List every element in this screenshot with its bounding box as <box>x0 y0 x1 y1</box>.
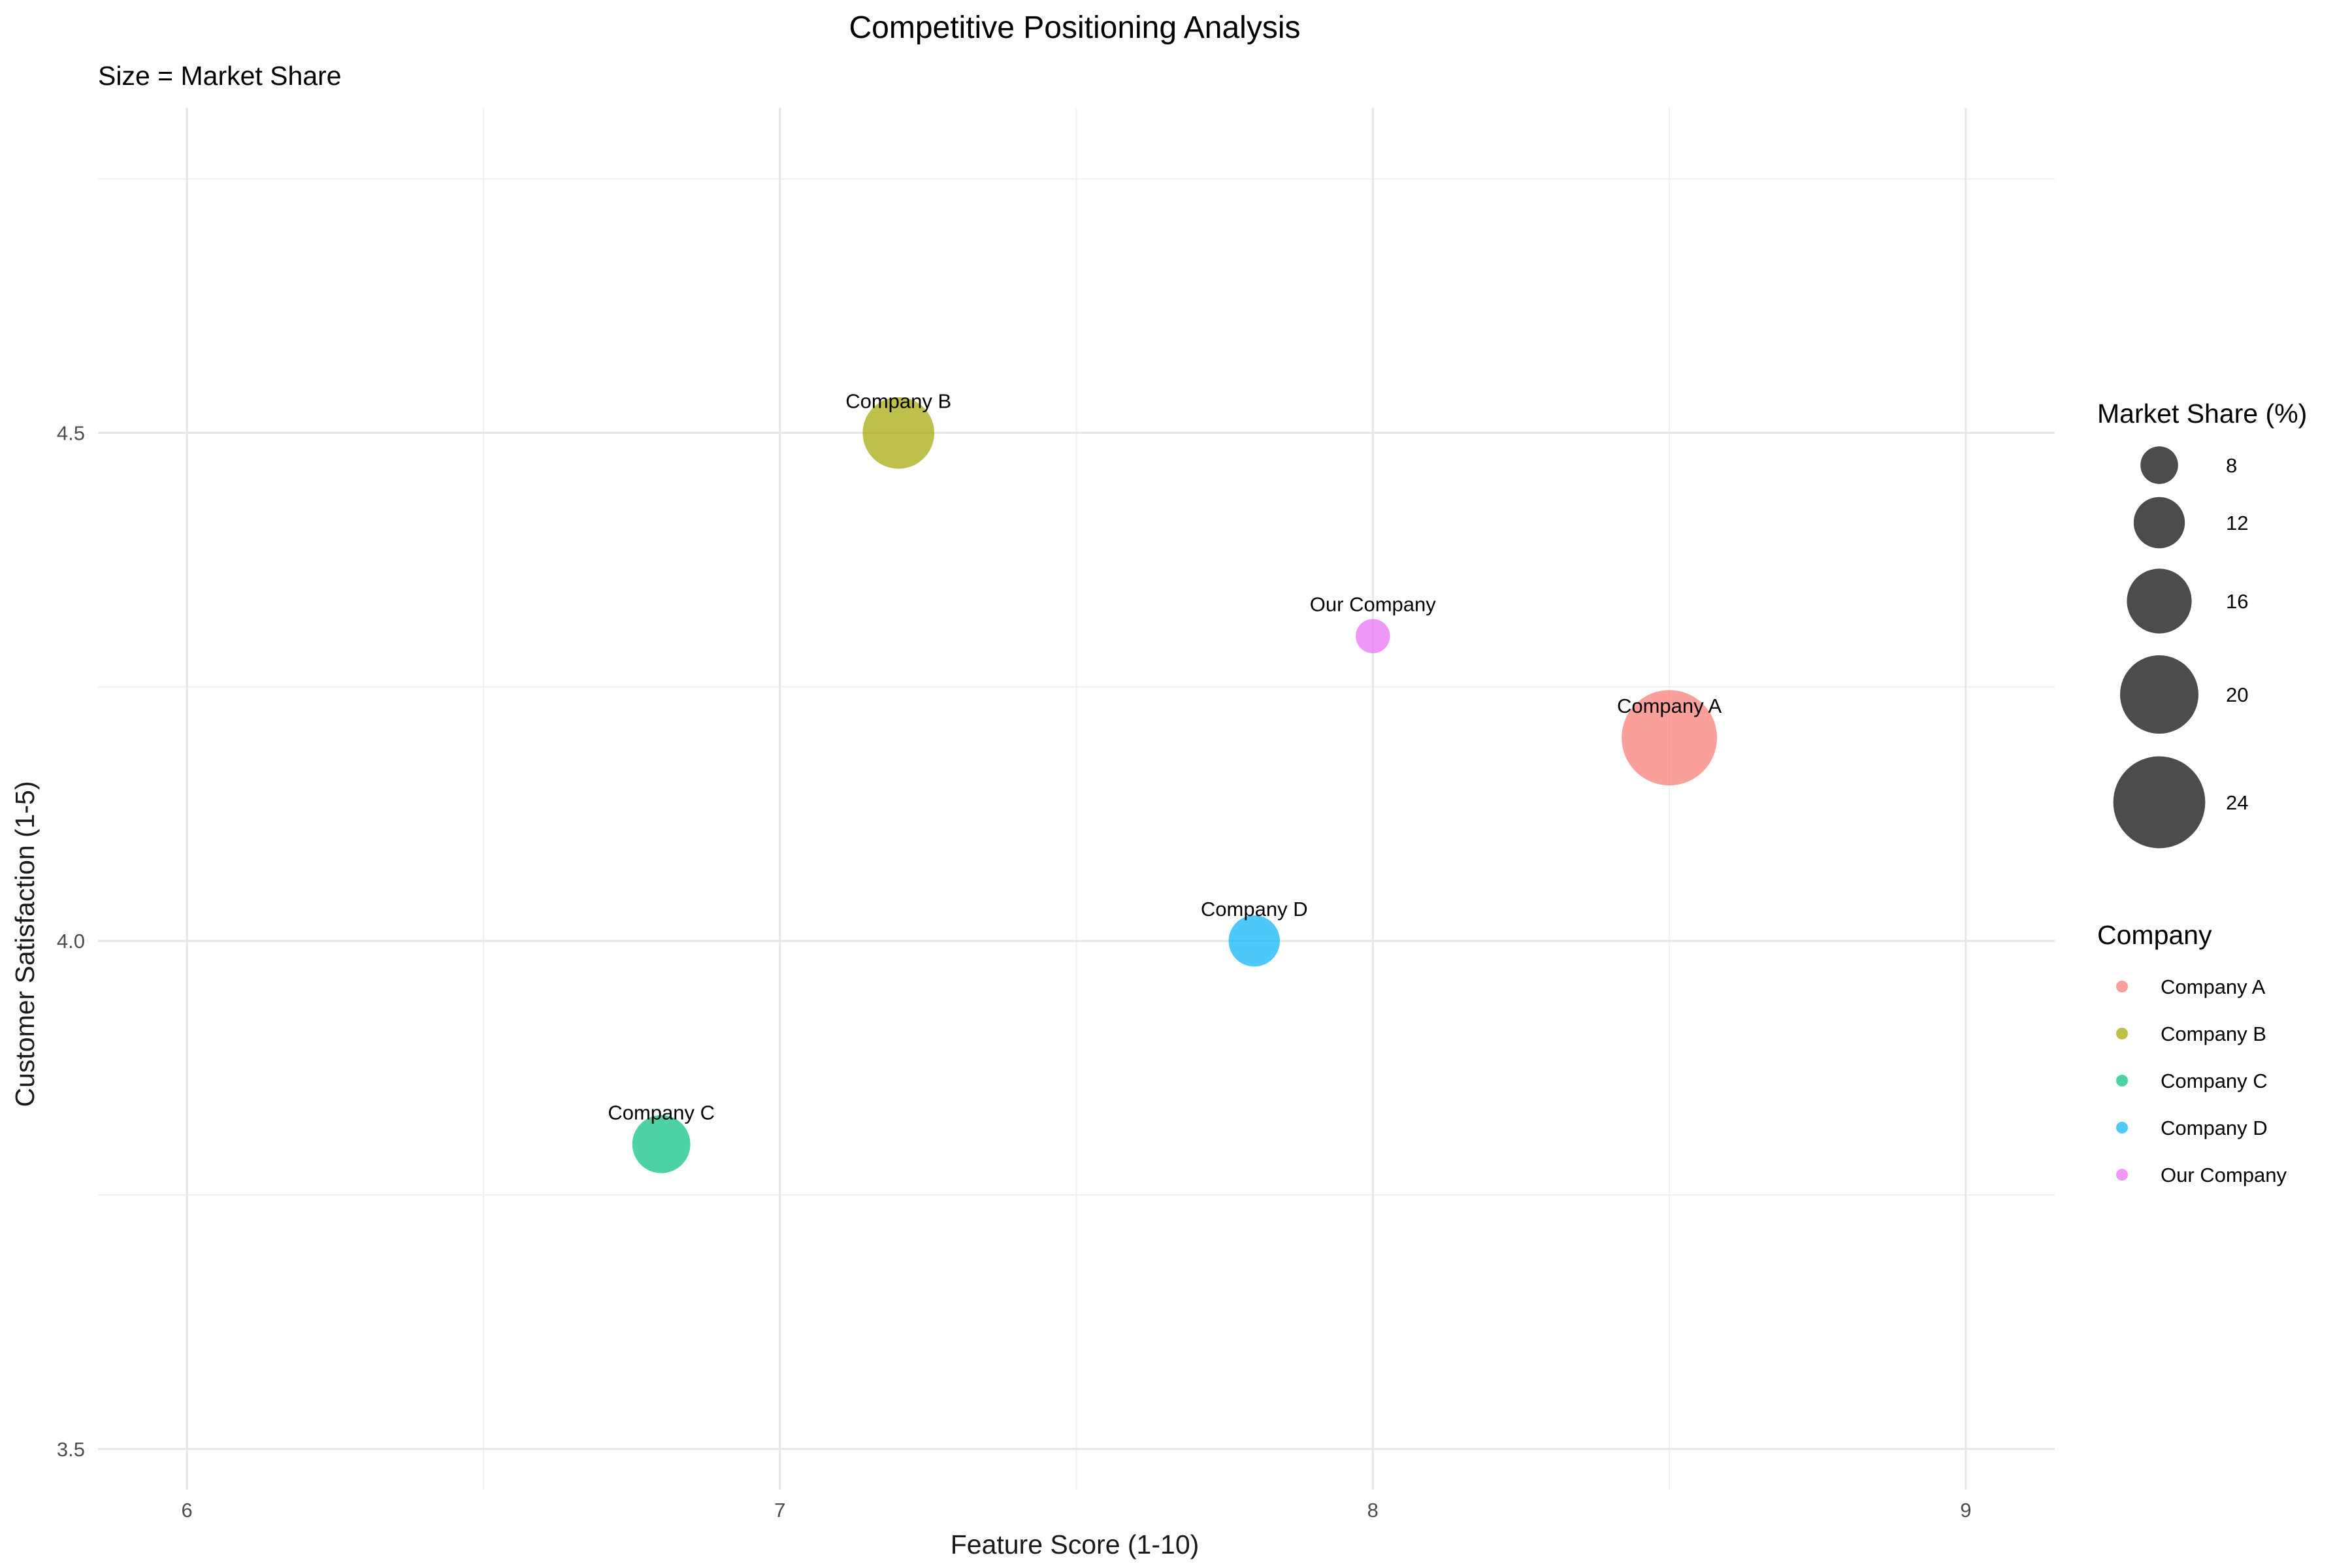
size-legend-label: 12 <box>2226 512 2248 534</box>
size-legend-key <box>2113 756 2206 849</box>
x-tick-label: 6 <box>182 1499 193 1522</box>
size-legend-title: Market Share (%) <box>2097 399 2307 429</box>
bubble <box>1356 619 1390 653</box>
color-legend-key <box>2116 1169 2128 1181</box>
y-tick-label: 4.5 <box>57 422 85 445</box>
chart-subtitle: Size = Market Share <box>98 61 342 91</box>
bubble <box>862 397 935 469</box>
x-tick-label: 8 <box>1367 1499 1379 1522</box>
y-tick-label: 4.0 <box>57 930 85 953</box>
size-legend-key <box>2120 655 2198 734</box>
grid-minor <box>98 108 2055 1490</box>
x-tick-labels: 6 7 8 9 <box>182 1499 1972 1522</box>
y-tick-labels: 3.5 4.0 4.5 <box>57 422 85 1461</box>
y-tick-label: 3.5 <box>57 1438 85 1461</box>
bubble-label: Company C <box>608 1101 715 1124</box>
size-legend-label: 8 <box>2226 454 2237 477</box>
color-legend-label: Our Company <box>2161 1164 2287 1186</box>
size-legend-label: 20 <box>2226 683 2248 706</box>
y-axis-title: Customer Satisfaction (1-5) <box>10 781 40 1107</box>
color-legend-title: Company <box>2097 920 2212 950</box>
size-legend: Market Share (%) 8 12 16 20 24 <box>2097 399 2307 849</box>
color-legend-key <box>2116 1122 2128 1134</box>
color-legend-label: Company A <box>2161 975 2266 998</box>
color-legend-label: Company C <box>2161 1070 2268 1092</box>
color-legend-label: Company B <box>2161 1022 2266 1045</box>
size-legend-label: 24 <box>2226 791 2248 814</box>
size-legend-key <box>2133 497 2185 549</box>
bubble-label: Company D <box>1201 898 1308 921</box>
size-legend-label: 16 <box>2226 590 2248 613</box>
size-legend-key <box>2127 568 2192 634</box>
color-legend: Company Company A Company B Company C Compa… <box>2097 920 2287 1186</box>
grid-major <box>98 108 2055 1490</box>
bubble <box>1228 915 1280 967</box>
bubble-labels: Company A Company B Company C Company D Our … <box>608 390 1722 1124</box>
color-legend-key <box>2116 1075 2128 1086</box>
bubble-label: Company A <box>1617 694 1722 717</box>
bubble-label: Company B <box>845 390 951 413</box>
chart-title: Competitive Positioning Analysis <box>849 10 1300 45</box>
color-legend-key <box>2116 981 2128 992</box>
color-legend-label: Company D <box>2161 1117 2268 1139</box>
x-tick-label: 9 <box>1960 1499 1971 1522</box>
bubble <box>1622 690 1718 786</box>
size-legend-key <box>2140 446 2178 484</box>
x-tick-label: 7 <box>774 1499 785 1522</box>
bubble-label: Our Company <box>1310 593 1436 616</box>
bubble <box>632 1115 691 1173</box>
bubbles <box>632 397 1718 1173</box>
x-axis-title: Feature Score (1-10) <box>951 1529 1200 1560</box>
color-legend-key <box>2116 1028 2128 1039</box>
